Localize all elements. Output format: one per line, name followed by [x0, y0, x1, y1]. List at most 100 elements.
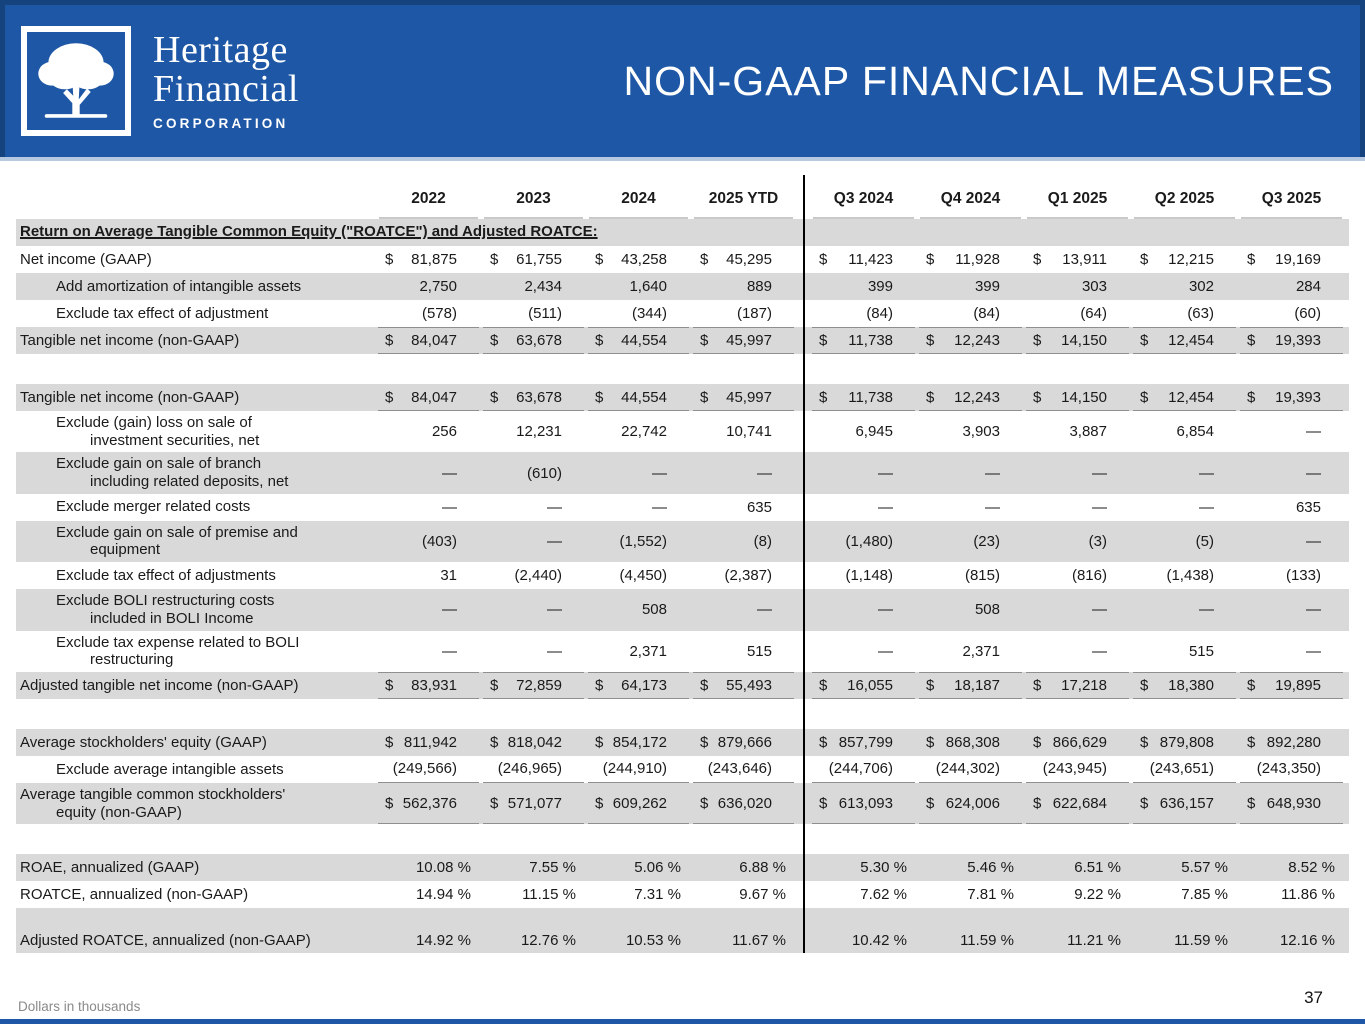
value-cell-inner: $866,629	[1026, 729, 1129, 756]
value-cell-inner: —	[812, 589, 915, 630]
value-text: 11.59 %	[1174, 932, 1228, 950]
value-text: 14,150	[1061, 332, 1107, 349]
value-text: —	[442, 601, 457, 619]
value-text: —	[652, 464, 667, 482]
table-row: Exclude gain on sale of branch including …	[16, 452, 1349, 494]
value-text: (244,302)	[935, 760, 1000, 778]
value-cell: (2,387)	[691, 562, 796, 589]
value-cell-inner: (84)	[812, 300, 915, 327]
value-text: 889	[746, 278, 772, 295]
value-cell-inner: —	[1026, 494, 1129, 521]
value-cell-inner: $11,738	[812, 327, 915, 354]
value-cell-inner: $854,172	[588, 729, 689, 756]
value-cell-inner: $64,173	[588, 671, 689, 699]
value-cell: (1,438)	[1131, 562, 1238, 589]
value-text: 3,903	[962, 423, 1000, 441]
value-cell-inner: 14.94 %	[378, 881, 479, 908]
value-cell: (3)	[1024, 521, 1131, 562]
value-text: 19,393	[1275, 332, 1321, 349]
value-text: 84,047	[411, 332, 457, 349]
value-cell-inner: $879,666	[693, 729, 794, 756]
value-cell-inner: $11,928	[919, 246, 1022, 273]
value-cell: 3,887	[1024, 411, 1131, 452]
column-header-label: 2022	[411, 190, 446, 207]
value-text: (610)	[526, 464, 562, 482]
value-cell: $45,997	[691, 327, 796, 354]
dollar-sign: $	[490, 794, 499, 812]
value-cell: $857,799	[810, 729, 917, 756]
value-cell: $562,376	[376, 783, 481, 825]
value-text: 6,945	[855, 423, 893, 441]
value-text: 5.57 %	[1181, 859, 1228, 877]
value-text: (1,148)	[845, 567, 893, 585]
logo-line-corporation: CORPORATION	[153, 115, 289, 131]
value-cell-inner: —	[483, 521, 584, 562]
table-row: Exclude average intangible assets (249,56…	[16, 756, 1349, 783]
value-text: 508	[974, 601, 1000, 619]
value-text: 10.08 %	[415, 859, 471, 877]
dollar-sign: $	[819, 733, 828, 751]
column-header-label: 2023	[516, 190, 551, 207]
row-label-line: Tangible net income (non-GAAP)	[20, 331, 240, 349]
value-cell: $44,554	[586, 384, 691, 411]
value-cell-inner: (246,965)	[483, 756, 584, 783]
value-text: (2,387)	[724, 567, 772, 585]
value-cell: $648,930	[1238, 783, 1345, 825]
value-cell: $84,047	[376, 327, 481, 354]
value-text: 2,371	[629, 642, 667, 660]
value-cell-inner: —	[919, 494, 1022, 521]
value-cell-inner: 515	[1133, 631, 1236, 672]
row-label-line: Average stockholders' equity (GAAP)	[20, 733, 267, 751]
value-text: 635	[1295, 498, 1321, 516]
table-row: Net income (GAAP) $81,875 $61,755 $43,258 $4…	[16, 246, 1349, 273]
value-text: 19,895	[1275, 676, 1321, 694]
value-cell: $18,380	[1131, 671, 1238, 699]
value-text: 1,640	[629, 278, 667, 295]
value-text: 19,169	[1275, 251, 1321, 268]
section-heading: Return on Average Tangible Common Equity…	[20, 223, 598, 240]
column-header: Q1 2025	[1024, 175, 1131, 219]
value-text: 854,172	[612, 733, 667, 751]
value-cell-inner: $12,454	[1133, 327, 1236, 354]
value-cell: —	[917, 494, 1024, 521]
value-cell-inner: —	[1240, 631, 1343, 672]
dollar-sign: $	[490, 676, 499, 694]
value-text: (23)	[973, 532, 1000, 550]
units-note: Dollars in thousands	[18, 999, 141, 1014]
value-cell: $17,218	[1024, 671, 1131, 699]
dollar-sign: $	[1033, 794, 1042, 812]
value-text: (511)	[528, 305, 562, 322]
value-text: 399	[974, 278, 1000, 295]
dollar-sign: $	[1033, 676, 1042, 694]
value-cell-inner: (4,450)	[588, 562, 689, 589]
value-cell-inner: $879,808	[1133, 729, 1236, 756]
value-cell: $12,454	[1131, 327, 1238, 354]
value-cell-inner: 5.30 %	[812, 854, 915, 881]
value-cell: (23)	[917, 521, 1024, 562]
value-cell-inner: (243,651)	[1133, 756, 1236, 783]
value-text: —	[1306, 601, 1321, 619]
dollar-sign: $	[490, 332, 499, 349]
dollar-sign: $	[1140, 332, 1149, 349]
company-logo: Heritage Financial CORPORATION	[21, 26, 299, 136]
value-cell: $55,493	[691, 671, 796, 699]
value-text: 399	[867, 278, 893, 295]
value-text: 515	[1188, 642, 1214, 660]
value-cell: $636,020	[691, 783, 796, 825]
value-cell-inner: —	[1026, 589, 1129, 630]
value-text: 72,859	[516, 676, 562, 694]
dollar-sign: $	[385, 388, 394, 406]
value-cell: 7.31 %	[586, 881, 691, 908]
value-cell-inner: 7.62 %	[812, 881, 915, 908]
column-header: Q3 2025	[1238, 175, 1345, 219]
value-cell: 31	[376, 562, 481, 589]
value-cell: —	[376, 494, 481, 521]
value-cell-inner: 10.08 %	[378, 854, 479, 881]
dollar-sign: $	[1033, 332, 1042, 349]
value-cell-inner: $72,859	[483, 671, 584, 699]
value-text: 22,742	[621, 423, 667, 441]
value-cell-inner: $11,738	[812, 384, 915, 411]
value-cell-inner: 5.06 %	[588, 854, 689, 881]
value-cell: —	[810, 631, 917, 672]
value-text: 8.52 %	[1288, 859, 1335, 877]
